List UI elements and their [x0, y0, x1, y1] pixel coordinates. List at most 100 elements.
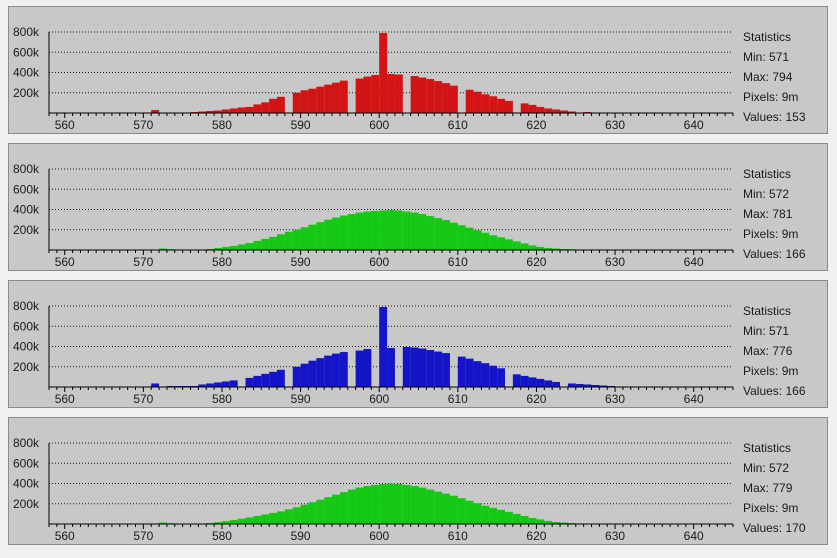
histogram-bar — [434, 81, 443, 113]
histogram-bar — [324, 355, 333, 387]
y-tick-label: 800k — [13, 25, 40, 39]
values-label: Values: — [743, 384, 783, 398]
pixels-label: Pixels: — [743, 90, 779, 104]
histogram-bar — [363, 76, 372, 113]
histogram-bar — [182, 385, 191, 387]
histogram-bar — [442, 220, 450, 250]
histogram-bar — [292, 92, 301, 113]
histogram-bar — [387, 74, 395, 113]
statistics-heading: Statistics — [743, 304, 792, 318]
histogram-bar — [221, 246, 230, 250]
histogram-bar — [339, 492, 348, 524]
histogram-bar — [512, 374, 521, 387]
histogram-bar — [214, 110, 222, 113]
histogram-bar — [237, 518, 246, 524]
y-tick-label: 200k — [13, 86, 40, 100]
histogram-bar — [442, 493, 450, 524]
histogram-bar — [237, 244, 246, 250]
y-tick-label: 600k — [13, 456, 40, 470]
histogram-panel-green: 200k 400k 600k 800k 560 570 580 590 600 610 620 630… — [8, 143, 828, 271]
histogram-panel-blue: 200k 400k 600k 800k 560 570 580 590 600 610 620 630… — [8, 280, 828, 408]
histogram-bar — [379, 33, 388, 114]
histogram-bar — [418, 214, 427, 250]
histogram-bar — [316, 499, 325, 524]
histogram-bar — [221, 381, 230, 387]
histogram-bar — [434, 491, 443, 524]
y-tick-label: 400k — [13, 477, 40, 491]
histogram-bar — [324, 84, 333, 113]
x-tick-label: 580 — [212, 529, 232, 543]
histogram-bar — [332, 353, 340, 387]
histogram-bar — [355, 350, 364, 387]
histogram-bar — [379, 484, 388, 524]
pixels-label: Pixels: — [743, 364, 779, 378]
histogram-bar — [198, 384, 207, 387]
x-tick-label: 630 — [605, 529, 625, 543]
histogram-bar — [308, 502, 317, 524]
values-value: 170 — [785, 521, 806, 535]
x-tick-label: 600 — [369, 529, 389, 543]
histogram-bar — [473, 361, 482, 387]
histogram-bar — [426, 79, 435, 113]
x-tick-label: 560 — [55, 118, 75, 132]
min-value: 571 — [769, 324, 790, 338]
statistics-box: Statistics Min: 571 Max: 776 Pixels: 9m … — [743, 301, 827, 401]
histogram-bar — [371, 75, 380, 113]
histogram-bar — [221, 521, 230, 524]
histogram-bar — [206, 522, 215, 524]
histogram-bar — [332, 494, 340, 524]
histogram-bar — [457, 225, 466, 250]
y-tick-label: 200k — [13, 360, 40, 374]
histogram-bar — [387, 483, 395, 524]
x-tick-label: 590 — [291, 255, 311, 269]
histogram-bar — [536, 519, 545, 524]
histogram-bar — [394, 484, 403, 524]
histogram-bar — [363, 211, 372, 250]
histogram-bar — [151, 109, 160, 113]
histogram-bar — [245, 517, 254, 524]
histogram-bar — [166, 385, 175, 387]
histogram-bar — [253, 515, 262, 524]
histogram-bar — [520, 103, 529, 113]
histogram-bar — [410, 486, 419, 524]
histogram-bar — [261, 102, 270, 113]
histogram-bar — [394, 74, 403, 113]
histogram-bar — [505, 100, 513, 113]
histogram-bar — [308, 224, 317, 250]
histogram-bar — [363, 349, 372, 387]
y-tick-label: 400k — [13, 340, 40, 354]
histogram-bar — [528, 245, 537, 250]
histogram-bar — [355, 212, 364, 250]
x-tick-label: 630 — [605, 392, 625, 406]
histogram-bar — [497, 368, 505, 387]
histogram-bar — [190, 111, 199, 113]
histogram-bar — [497, 98, 505, 113]
max-value: 776 — [772, 344, 793, 358]
histogram-bar — [277, 369, 285, 387]
histogram-bar — [465, 358, 474, 387]
y-tick-label: 800k — [13, 436, 40, 450]
histogram-bar — [536, 246, 545, 250]
histogram-bar — [245, 242, 254, 250]
histogram-bar — [457, 356, 466, 387]
histogram-bar — [229, 519, 238, 524]
x-tick-label: 590 — [291, 118, 311, 132]
pixels-label: Pixels: — [743, 227, 779, 241]
histogram-bar — [198, 111, 207, 113]
histogram-bar — [465, 500, 474, 524]
x-tick-label: 610 — [448, 529, 468, 543]
histogram-bar — [505, 511, 513, 524]
x-tick-label: 640 — [684, 392, 704, 406]
x-tick-label: 560 — [55, 529, 75, 543]
statistics-heading: Statistics — [743, 167, 792, 181]
x-tick-label: 610 — [448, 255, 468, 269]
histogram-bar — [567, 111, 576, 113]
histogram-bar — [481, 94, 490, 113]
statistics-heading: Statistics — [743, 441, 792, 455]
histogram-bar — [457, 498, 466, 524]
histogram-bar — [449, 222, 458, 250]
min-value: 572 — [769, 461, 790, 475]
histogram-bar — [347, 214, 356, 250]
histogram-bar — [308, 360, 317, 387]
histogram-bar — [206, 110, 215, 113]
